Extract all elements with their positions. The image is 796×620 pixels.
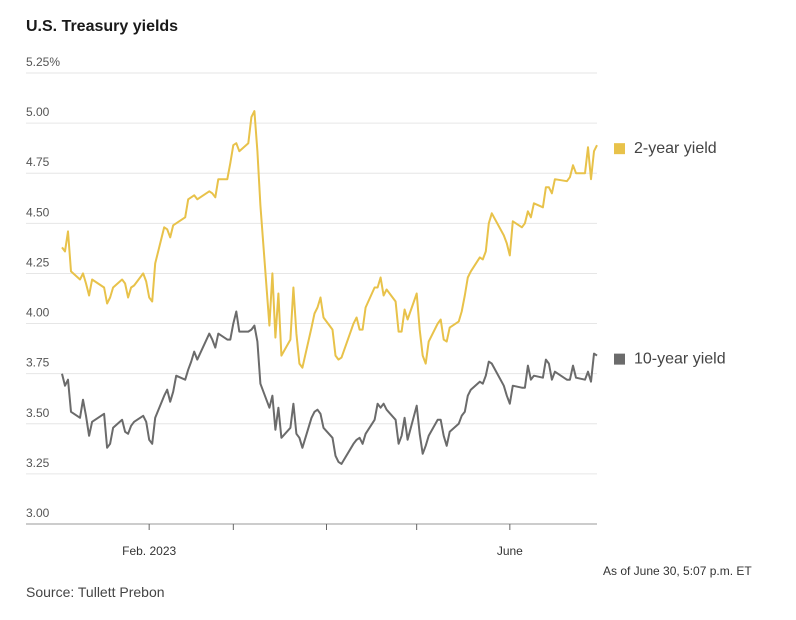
series-line <box>61 310 598 465</box>
y-tick-label: 3.75 <box>26 356 50 370</box>
y-tick-label: 5.00 <box>26 105 50 119</box>
x-axis: Feb. 2023 June <box>122 524 523 558</box>
source-note: Source: Tullett Prebon <box>26 584 165 600</box>
legend-swatch <box>614 353 625 365</box>
legend: 2-year yield 10-year yield <box>614 140 726 368</box>
y-tick-label: 4.50 <box>26 205 50 219</box>
y-tick-label: 3.50 <box>26 406 50 420</box>
y-tick-label: 4.00 <box>26 306 50 320</box>
series-line <box>61 110 598 369</box>
legend-swatch <box>614 143 625 155</box>
y-tick-label: 4.75 <box>26 155 50 169</box>
series-lines <box>61 110 598 465</box>
y-axis-ticks: 5.25% 5.00 4.75 4.50 4.25 4.00 3.75 3.50 3.25 3.0… <box>26 55 60 520</box>
as-of-note: As of June 30, 5:07 p.m. ET <box>603 564 752 578</box>
y-tick-label: 5.25% <box>26 55 60 69</box>
chart-title: U.S. Treasury yields <box>26 18 179 35</box>
y-tick-label: 4.25 <box>26 255 50 269</box>
yield-chart: 5.25% 5.00 4.75 4.50 4.25 4.00 3.75 3.50 3.25 3.0… <box>26 55 726 558</box>
legend-label: 2-year yield <box>634 140 717 157</box>
y-tick-label: 3.25 <box>26 456 50 470</box>
x-tick-label: June <box>497 544 523 558</box>
gridlines <box>26 72 597 525</box>
legend-label: 10-year yield <box>634 351 726 368</box>
x-tick-label: Feb. 2023 <box>122 544 176 558</box>
y-tick-label: 3.00 <box>26 506 50 520</box>
